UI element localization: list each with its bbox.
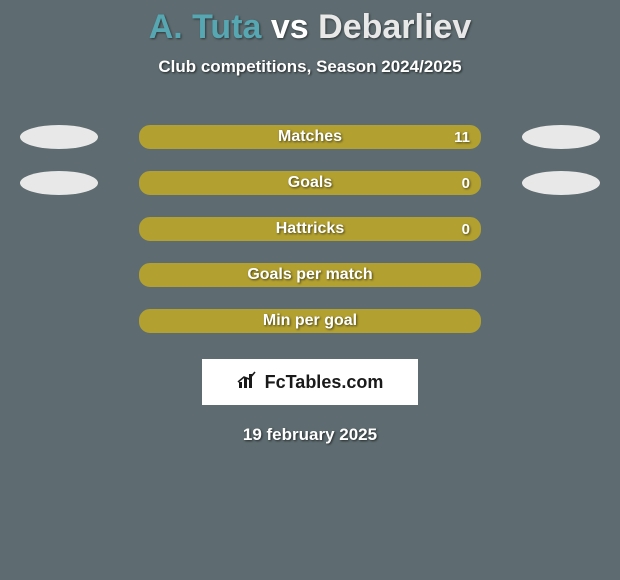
stat-label: Min per goal	[140, 310, 480, 332]
player-a-name: A. Tuta	[149, 8, 262, 46]
stat-rows: Matches11Goals0Hattricks0Goals per match…	[0, 125, 620, 333]
stat-label: Matches	[140, 126, 480, 148]
stat-label: Hattricks	[140, 218, 480, 240]
stat-bar: Min per goal	[139, 309, 481, 333]
stat-bar: Hattricks0	[139, 217, 481, 241]
player-b-name: Debarliev	[318, 8, 471, 46]
stat-value: 0	[462, 218, 470, 240]
source-badge: FcTables.com	[202, 359, 418, 405]
stat-bar: Goals per match	[139, 263, 481, 287]
chart-icon	[237, 370, 259, 395]
stat-row: Hattricks0	[0, 217, 620, 241]
stat-label: Goals	[140, 172, 480, 194]
stat-value: 11	[454, 126, 470, 148]
stat-row: Goals0	[0, 171, 620, 195]
date-text: 19 february 2025	[0, 425, 620, 445]
vs-text: vs	[261, 8, 318, 46]
player-b-blob	[522, 125, 600, 149]
stat-row: Goals per match	[0, 263, 620, 287]
source-badge-text: FcTables.com	[265, 372, 384, 393]
stat-label: Goals per match	[140, 264, 480, 286]
stat-bar: Goals0	[139, 171, 481, 195]
player-a-blob	[20, 125, 98, 149]
player-b-blob	[522, 171, 600, 195]
comparison-card: A. Tuta vs Debarliev Club competitions, …	[0, 0, 620, 580]
player-a-blob	[20, 171, 98, 195]
subtitle: Club competitions, Season 2024/2025	[0, 57, 620, 77]
page-title: A. Tuta vs Debarliev	[0, 0, 620, 47]
stat-row: Min per goal	[0, 309, 620, 333]
stat-bar: Matches11	[139, 125, 481, 149]
stat-row: Matches11	[0, 125, 620, 149]
stat-value: 0	[462, 172, 470, 194]
